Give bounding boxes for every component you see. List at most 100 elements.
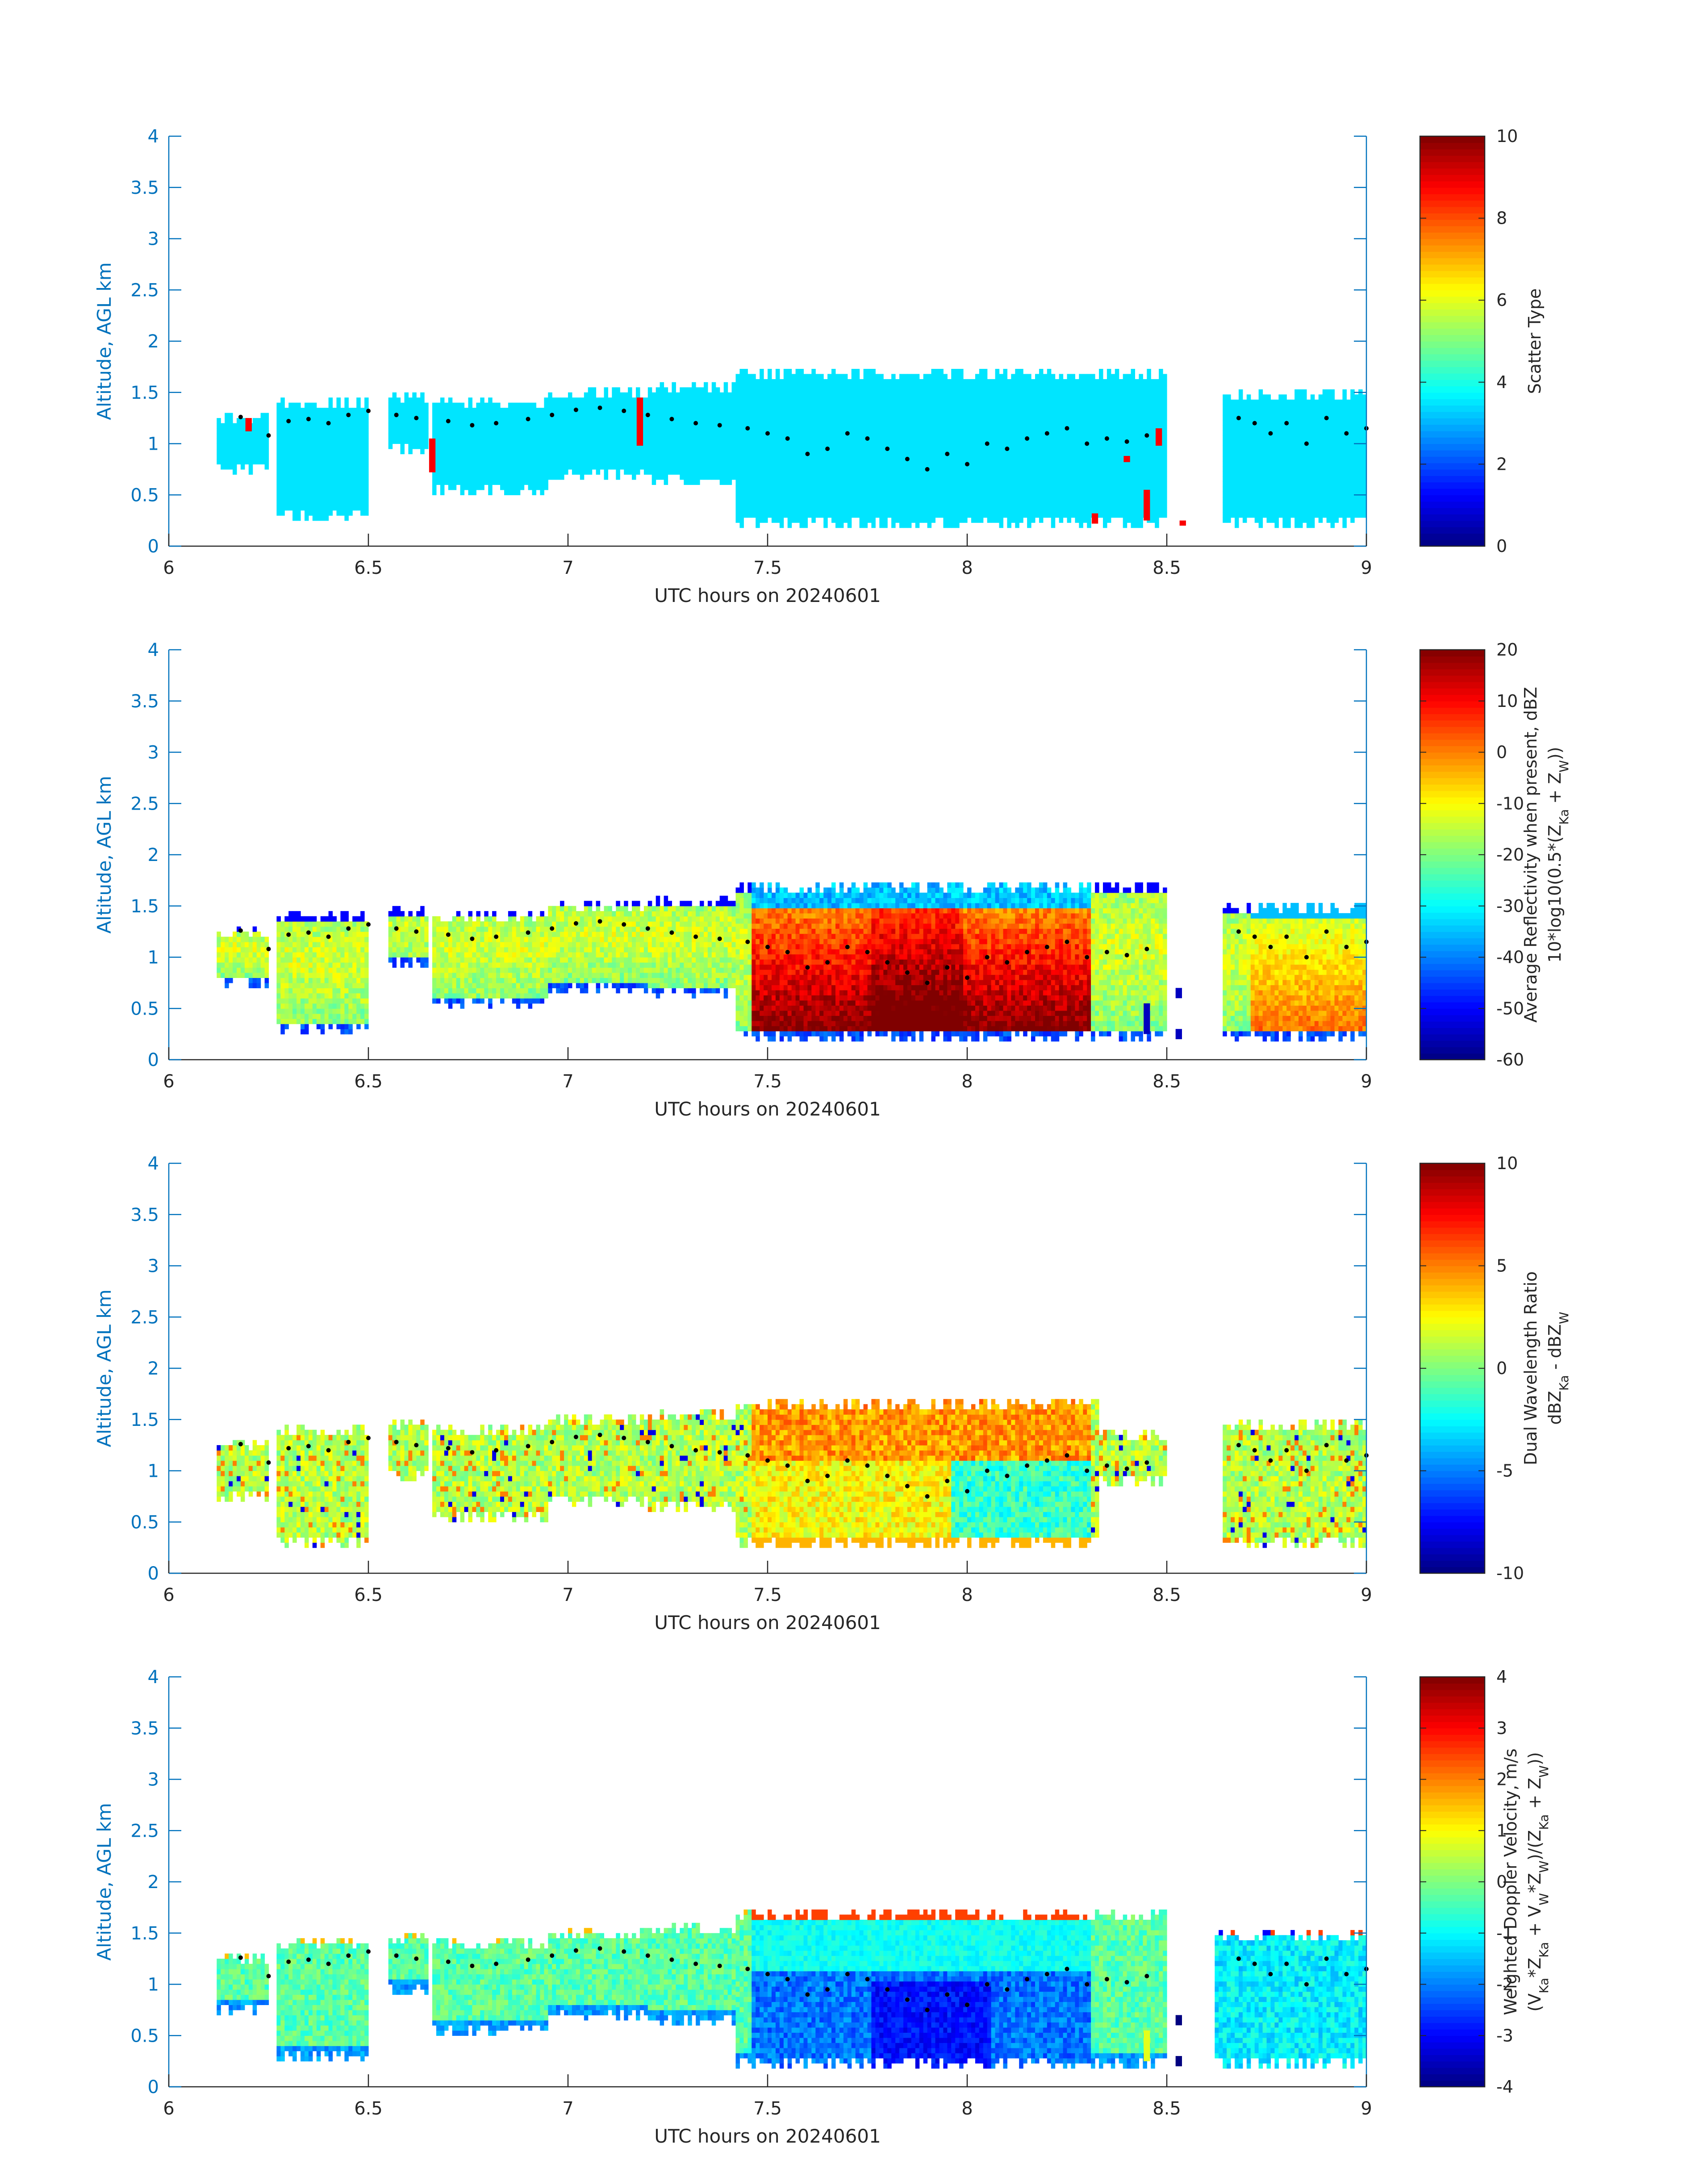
- heatmap-bin: [947, 405, 952, 410]
- heatmap-bin: [743, 405, 748, 410]
- heatmap-bin: [807, 405, 812, 410]
- heatmap-bin: [951, 486, 956, 492]
- heatmap-bin: [1087, 476, 1091, 482]
- heatmap-bin: [1015, 476, 1019, 482]
- heatmap-bin: [823, 399, 828, 405]
- heatmap-bin: [955, 466, 960, 472]
- heatmap-bin: [803, 394, 808, 400]
- heatmap-bin: [947, 425, 952, 431]
- heatmap-bin: [807, 476, 812, 482]
- heatmap-bin: [1047, 466, 1052, 472]
- heatmap-bin: [927, 471, 932, 477]
- heatmap-bin: [684, 443, 688, 449]
- heatmap-bin: [731, 428, 736, 434]
- heatmap-bin: [468, 469, 472, 475]
- heatmap-bin: [700, 443, 704, 449]
- heatmap-bin: [1095, 435, 1099, 441]
- heatmap-bin: [392, 402, 397, 408]
- heatmap-bin: [779, 435, 784, 441]
- heatmap-bin: [440, 428, 445, 434]
- heatmap-bin: [344, 464, 349, 470]
- heatmap-bin: [305, 510, 309, 516]
- heatmap-bin: [887, 420, 892, 426]
- heatmap-bin: [764, 476, 768, 482]
- heatmap-bin: [923, 409, 928, 415]
- heatmap-bin: [1103, 440, 1107, 446]
- heatmap-bin: [312, 510, 317, 516]
- heatmap-bin: [967, 379, 972, 384]
- heatmap-bin: [1115, 384, 1119, 390]
- heatmap-bin: [783, 486, 788, 492]
- heatmap-bin: [688, 392, 692, 398]
- heatmap-bin: [388, 439, 393, 444]
- heatmap-bin: [879, 405, 884, 410]
- heatmap-bin: [979, 446, 984, 451]
- heatmap-bin: [276, 439, 281, 444]
- heatmap-bin: [1131, 409, 1135, 415]
- heatmap-bin: [987, 394, 992, 400]
- heatmap-bin: [1079, 420, 1083, 426]
- heatmap-bin: [823, 425, 828, 431]
- heatmap-bin: [460, 485, 465, 490]
- heatmap-bin: [768, 502, 772, 508]
- heatmap-bin: [931, 435, 935, 441]
- heatmap-bin: [440, 485, 445, 490]
- heatmap-bin: [584, 408, 589, 414]
- heatmap-bin: [568, 439, 572, 444]
- heatmap-bin: [935, 389, 940, 395]
- heatmap-bin: [364, 449, 369, 455]
- heatmap-bin: [440, 474, 445, 480]
- heatmap-bin: [760, 517, 764, 523]
- heatmap-bin: [831, 446, 836, 451]
- heatmap-bin: [735, 517, 740, 523]
- heatmap-bin: [847, 492, 852, 497]
- heatmap-bin: [799, 522, 804, 528]
- heatmap-bin: [508, 443, 513, 449]
- heatmap-bin: [1019, 374, 1023, 380]
- heatmap-bin: [731, 439, 736, 444]
- heatmap-bin: [827, 456, 832, 462]
- heatmap-bin: [823, 492, 828, 497]
- heatmap-bin: [248, 439, 253, 444]
- heatmap-bin: [1135, 420, 1139, 426]
- heatmap-bin: [580, 443, 585, 449]
- heatmap-bin: [735, 481, 740, 487]
- heatmap-bin: [783, 476, 788, 482]
- heatmap-bin: [221, 428, 225, 434]
- heatmap-bin: [340, 489, 345, 495]
- heatmap-bin: [764, 451, 768, 456]
- heatmap-bin: [855, 440, 860, 446]
- heatmap-bin: [244, 459, 249, 464]
- heatmap-bin: [548, 439, 552, 444]
- heatmap-bin: [827, 461, 832, 467]
- heatmap-bin: [1123, 481, 1128, 487]
- heatmap-bin: [939, 471, 944, 477]
- heatmap-bin: [727, 449, 732, 455]
- heatmap-bin: [388, 423, 393, 429]
- heatmap-bin: [244, 433, 249, 439]
- heatmap-bin: [907, 497, 912, 502]
- heatmap-bin: [340, 443, 345, 449]
- heatmap-bin: [628, 402, 632, 408]
- heatmap-bin: [764, 399, 768, 405]
- heatmap-bin: [863, 369, 868, 375]
- heatmap-bin: [1131, 405, 1135, 410]
- heatmap-bin: [1075, 405, 1079, 410]
- heatmap-bin: [544, 479, 548, 485]
- heatmap-bin: [795, 451, 800, 456]
- heatmap-bin: [963, 415, 968, 421]
- heatmap-bin: [760, 446, 764, 451]
- heatmap-bin: [927, 425, 932, 431]
- heatmap-bin: [512, 464, 517, 470]
- heatmap-bin: [791, 481, 796, 487]
- heatmap-bin: [847, 502, 852, 508]
- heatmap-bin: [1043, 476, 1048, 482]
- heatmap-bin: [719, 469, 724, 475]
- heatmap-bin: [951, 451, 956, 456]
- heatmap-bin: [572, 439, 576, 444]
- heatmap-bin: [280, 423, 285, 429]
- heatmap-bin: [911, 502, 916, 508]
- heatmap-bin: [955, 399, 960, 405]
- heatmap-bin: [707, 439, 712, 444]
- heatmap-bin: [1043, 415, 1048, 421]
